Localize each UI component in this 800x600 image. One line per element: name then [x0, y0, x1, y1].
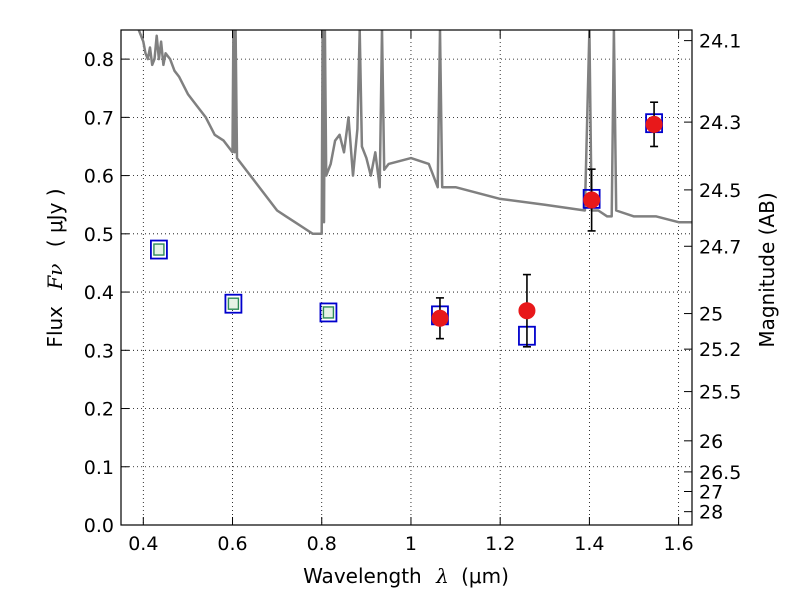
mag-tick-label-7: 26 [699, 431, 723, 453]
photometry-layer [150, 101, 663, 348]
mag-tick-label-0: 24.1 [699, 31, 741, 53]
mag-tick-label-8: 26.5 [699, 462, 741, 484]
y-tick-label-2: 0.2 [84, 399, 114, 421]
mag-tick-label-4: 25 [699, 304, 723, 326]
y-tick-label-8: 0.8 [84, 49, 114, 71]
x-tick-label-4: 1.2 [485, 533, 515, 555]
x-tick-label-1: 0.6 [217, 533, 247, 555]
observed-point-0 [431, 309, 449, 327]
model-sed-line [137, 30, 692, 236]
x-tick-label-3: 1 [405, 533, 417, 555]
observed-point-2 [583, 191, 601, 209]
x-tick-label-0: 0.4 [128, 533, 158, 555]
y-tick-label-4: 0.4 [84, 282, 114, 304]
mag-tick-label-6: 25.5 [699, 382, 741, 404]
y-tick-label-3: 0.3 [84, 340, 114, 362]
observed-point-1 [518, 302, 536, 320]
plot-frame [120, 29, 693, 526]
mag-tick-label-1: 24.3 [699, 112, 741, 134]
axes: 0.4 0.6 0.8 1 1.2 1.4 1.6 0.0 0.1 0.2 0.3 0.4 0.5 0.6… [84, 29, 741, 555]
mag-tick-label-2: 24.5 [699, 180, 741, 202]
mag-tick-label-9: 27 [699, 481, 723, 503]
mag-tick-label-3: 24.7 [699, 236, 741, 258]
optical-point-2 [322, 306, 335, 319]
x-tick-label-5: 1.4 [574, 533, 604, 555]
model-square-0 [150, 239, 168, 260]
mag-tick-label-5: 25.2 [699, 339, 741, 361]
model-square-2 [319, 302, 338, 323]
optical-point-0 [153, 243, 165, 256]
y-tick-label-0: 0.0 [84, 515, 114, 537]
x-axis-label: Wavelength λ (μm) [303, 564, 509, 588]
model-sed-layer [137, 30, 692, 236]
x-tick-label-6: 1.6 [664, 533, 694, 555]
x-tick-label-2: 0.8 [307, 533, 337, 555]
optical-point-1 [227, 297, 240, 310]
y-axis-label: Flux Fν ( μJy ) [43, 188, 67, 347]
model-square-1 [224, 293, 243, 314]
y-tick-label-5: 0.5 [84, 224, 114, 246]
grid [121, 30, 692, 526]
y-tick-label-7: 0.7 [84, 107, 114, 129]
mag-tick-label-10: 28 [699, 502, 723, 524]
observed-point-3 [645, 115, 663, 133]
y2-axis-label: Magnitude (AB) [755, 192, 779, 347]
y-tick-label-1: 0.1 [84, 457, 114, 479]
y-tick-label-6: 0.6 [84, 166, 114, 188]
